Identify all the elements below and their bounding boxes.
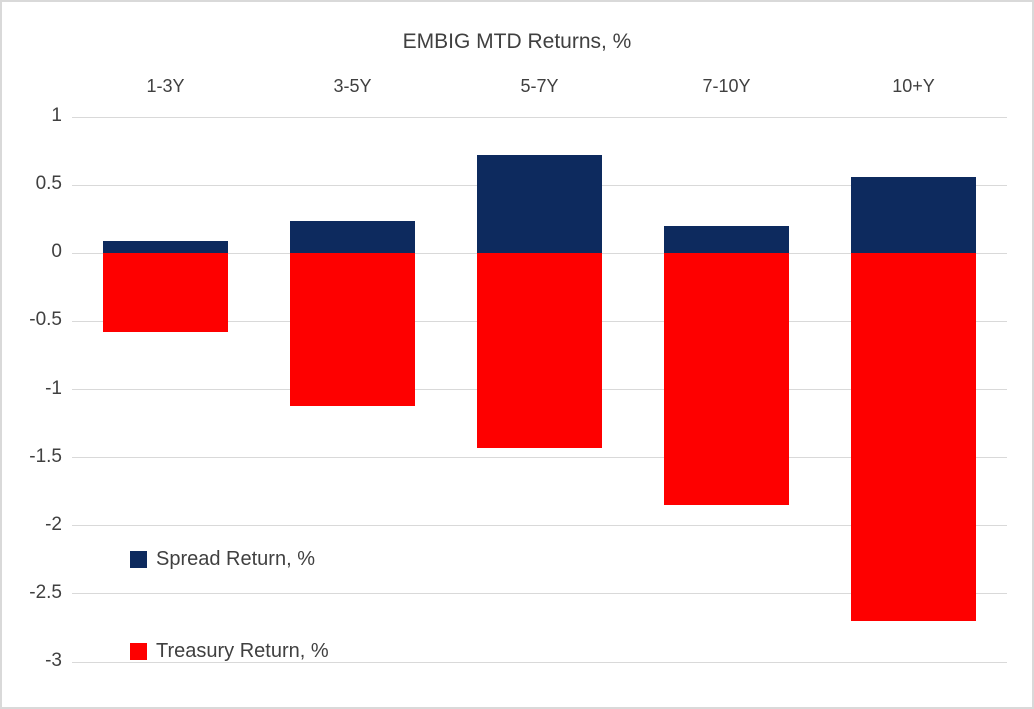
y-axis-tick-label: 1 <box>51 105 62 126</box>
gridline <box>72 525 1007 527</box>
category-label: 7-10Y <box>702 76 751 96</box>
bar-spread-10+Y <box>851 177 976 253</box>
legend-item-spread-return: Spread Return, % <box>130 548 315 571</box>
gridline <box>72 593 1007 595</box>
legend-label-spread-return: Spread Return, % <box>156 548 315 570</box>
bar-spread-5-7Y <box>477 155 602 253</box>
gridline <box>72 116 1007 118</box>
category-label: 5-7Y <box>520 76 559 96</box>
bar-treasury-5-7Y <box>477 253 602 448</box>
y-axis-tick-label: 0.5 <box>35 173 62 195</box>
y-axis-tick-label: -1 <box>45 377 62 399</box>
bar-treasury-1-3Y <box>103 253 228 332</box>
bar-spread-7-10Y <box>664 226 789 253</box>
bar-treasury-7-10Y <box>664 253 789 505</box>
legend-item-treasury-return: Treasury Return, % <box>130 640 329 663</box>
spread-return-swatch-icon <box>130 551 147 568</box>
chart-title: EMBIG MTD Returns, % <box>402 30 632 53</box>
y-axis-tick-label: -2.5 <box>29 581 62 603</box>
bar-treasury-3-5Y <box>290 253 415 406</box>
bar-treasury-10+Y <box>851 253 976 621</box>
bar-spread-1-3Y <box>103 241 228 253</box>
y-axis-tick-label: -1.5 <box>29 445 62 467</box>
gridline <box>72 661 1007 663</box>
y-axis-tick-label: 0 <box>51 241 62 263</box>
y-axis-tick-label: -2 <box>45 513 62 535</box>
category-label: 1-3Y <box>146 76 185 96</box>
treasury-return-swatch-icon <box>130 643 147 660</box>
legend-label-treasury-return: Treasury Return, % <box>156 640 329 662</box>
y-axis-tick-label: -3 <box>45 650 62 671</box>
category-label: 10+Y <box>892 76 935 96</box>
gridline <box>72 457 1007 459</box>
category-label: 3-5Y <box>333 76 372 96</box>
y-axis-tick-label: -0.5 <box>29 309 62 331</box>
bar-spread-3-5Y <box>290 221 415 254</box>
